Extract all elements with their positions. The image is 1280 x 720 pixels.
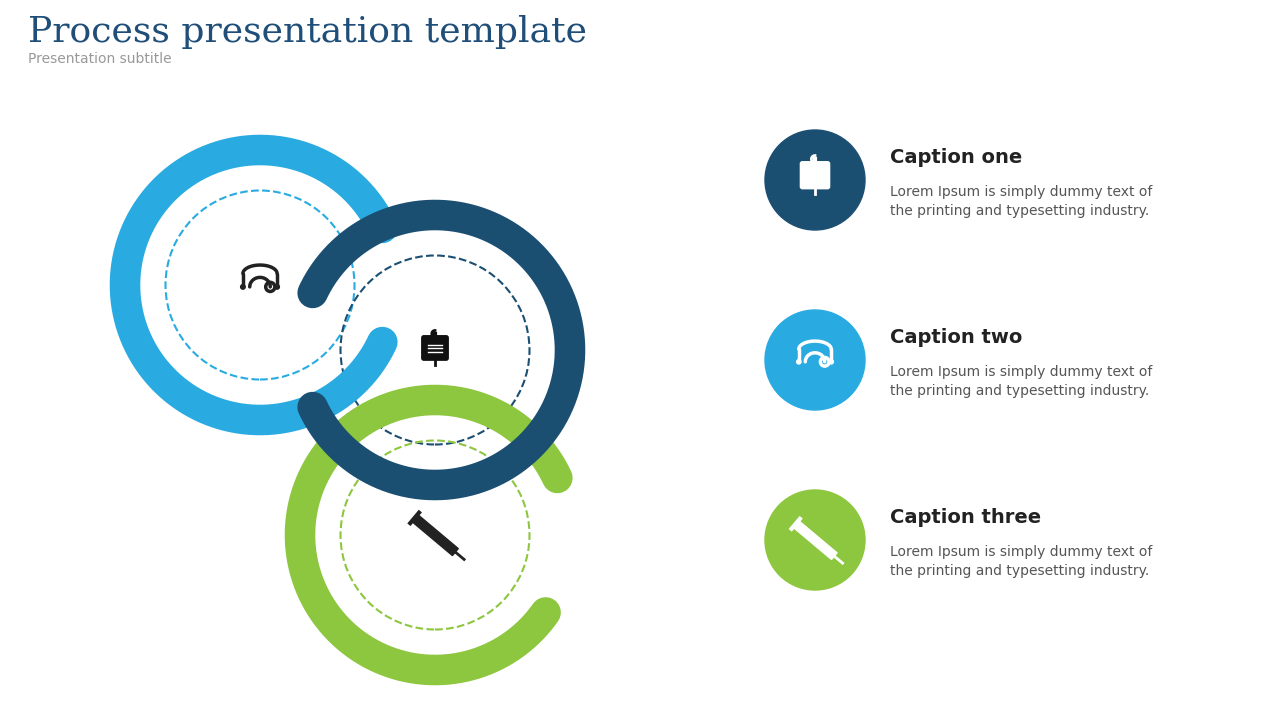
Text: Caption one: Caption one [890, 148, 1023, 167]
FancyBboxPatch shape [422, 336, 448, 360]
Polygon shape [792, 521, 837, 559]
Text: Presentation subtitle: Presentation subtitle [28, 52, 172, 66]
FancyBboxPatch shape [800, 162, 829, 189]
Text: Caption three: Caption three [890, 508, 1041, 527]
Polygon shape [412, 514, 458, 556]
Circle shape [765, 310, 865, 410]
Circle shape [241, 284, 246, 289]
Circle shape [765, 130, 865, 230]
Text: Lorem Ipsum is simply dummy text of
the printing and typesetting industry.: Lorem Ipsum is simply dummy text of the … [890, 185, 1152, 218]
Circle shape [765, 490, 865, 590]
Circle shape [829, 359, 833, 364]
Circle shape [275, 284, 279, 289]
Circle shape [796, 359, 801, 364]
Text: Lorem Ipsum is simply dummy text of
the printing and typesetting industry.: Lorem Ipsum is simply dummy text of the … [890, 365, 1152, 398]
Text: Caption two: Caption two [890, 328, 1023, 347]
Text: Process presentation template: Process presentation template [28, 15, 588, 49]
Text: Lorem Ipsum is simply dummy text of
the printing and typesetting industry.: Lorem Ipsum is simply dummy text of the … [890, 545, 1152, 578]
